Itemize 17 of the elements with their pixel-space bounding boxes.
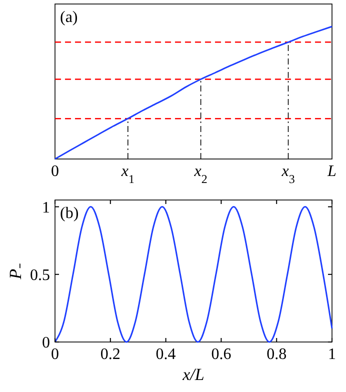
- x-tick-label: 0.6: [211, 346, 232, 363]
- x-tick-label: x$_{1}$: [120, 163, 134, 186]
- line-series: [54, 206, 333, 343]
- x-tick-label: 0.2: [100, 346, 120, 363]
- y-tick-label: 0.5: [30, 266, 50, 284]
- annotation: (b): [60, 205, 79, 222]
- x-tick-label: 0.4: [156, 346, 176, 363]
- x-tick-label: L: [326, 163, 337, 180]
- y-tick-label: 1: [42, 199, 50, 216]
- y-axis-title: P₋: [6, 262, 25, 280]
- x-tick-label: x$_{3}$: [280, 163, 295, 186]
- x-tick-label: x$_{2}$: [193, 163, 208, 186]
- text: (a): [60, 9, 78, 26]
- x-tick-label: 1: [328, 346, 336, 363]
- y-tick-label: 0: [42, 334, 50, 352]
- x-axis-title: x/L: [182, 365, 204, 384]
- x-tick-label: 0.8: [266, 346, 287, 363]
